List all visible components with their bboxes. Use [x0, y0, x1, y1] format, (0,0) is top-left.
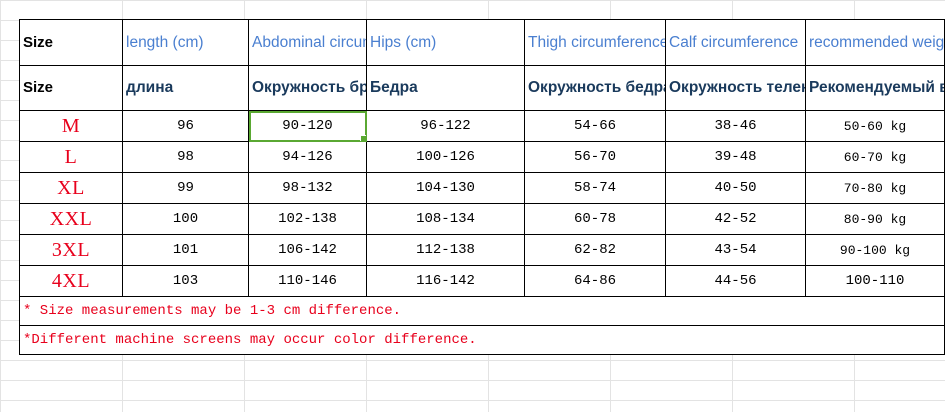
- weight-cell[interactable]: 70-80 kg: [805, 172, 945, 204]
- weight-cell[interactable]: 100-110: [805, 265, 945, 297]
- header-ru-abdominal[interactable]: Окружность брюшной поло: [248, 65, 367, 111]
- size-cell[interactable]: 3XL: [19, 234, 123, 266]
- header-weight[interactable]: recommended weight (kg): [805, 19, 945, 66]
- hips-cell[interactable]: 96-122: [366, 110, 525, 142]
- weight-cell[interactable]: 50-60 kg: [805, 110, 945, 142]
- note-row: * Size measurements may be 1-3 cm differ…: [19, 296, 945, 326]
- header-calf[interactable]: Calf circumference: [665, 19, 806, 66]
- header-thigh[interactable]: Thigh circumference: [524, 19, 666, 66]
- hips-cell[interactable]: 108-134: [366, 203, 525, 235]
- thigh-cell[interactable]: 54-66: [524, 110, 666, 142]
- calf-cell[interactable]: 39-48: [665, 141, 806, 173]
- note-row: *Different machine screens may occur col…: [19, 325, 945, 355]
- calf-cell[interactable]: 38-46: [665, 110, 806, 142]
- calf-cell[interactable]: 43-54: [665, 234, 806, 266]
- hips-cell[interactable]: 100-126: [366, 141, 525, 173]
- size-chart-table: Size length (cm) Abdominal circumference…: [19, 19, 945, 355]
- abdominal-cell[interactable]: 102-138: [248, 203, 367, 235]
- header-ru-weight[interactable]: Рекомендуемый вес（kg): [805, 65, 945, 111]
- size-cell[interactable]: L: [19, 141, 123, 173]
- calf-cell[interactable]: 42-52: [665, 203, 806, 235]
- thigh-cell[interactable]: 64-86: [524, 265, 666, 297]
- weight-cell[interactable]: 80-90 kg: [805, 203, 945, 235]
- header-hips[interactable]: Hips (cm): [366, 19, 525, 66]
- header-row-english: Size length (cm) Abdominal circumference…: [19, 19, 945, 66]
- table-row: 4XL 103 110-146 116-142 64-86 44-56 100-…: [19, 265, 945, 297]
- thigh-cell[interactable]: 60-78: [524, 203, 666, 235]
- hips-cell[interactable]: 116-142: [366, 265, 525, 297]
- calf-cell[interactable]: 44-56: [665, 265, 806, 297]
- header-size[interactable]: Size: [19, 19, 123, 66]
- header-length[interactable]: length (cm): [122, 19, 249, 66]
- weight-cell[interactable]: 90-100 kg: [805, 234, 945, 266]
- thigh-cell[interactable]: 58-74: [524, 172, 666, 204]
- size-cell[interactable]: 4XL: [19, 265, 123, 297]
- abdominal-cell[interactable]: 94-126: [248, 141, 367, 173]
- thigh-cell[interactable]: 56-70: [524, 141, 666, 173]
- table-row: L 98 94-126 100-126 56-70 39-48 60-70 kg: [19, 141, 945, 173]
- hips-cell[interactable]: 104-130: [366, 172, 525, 204]
- fill-handle[interactable]: [360, 135, 366, 141]
- abdominal-cell[interactable]: 98-132: [248, 172, 367, 204]
- length-cell[interactable]: 103: [122, 265, 249, 297]
- thigh-cell[interactable]: 62-82: [524, 234, 666, 266]
- size-cell[interactable]: XL: [19, 172, 123, 204]
- abdominal-cell[interactable]: 106-142: [248, 234, 367, 266]
- header-ru-size[interactable]: Size: [19, 65, 123, 111]
- length-cell[interactable]: 100: [122, 203, 249, 235]
- header-ru-hips[interactable]: Бедра: [366, 65, 525, 111]
- hips-cell[interactable]: 112-138: [366, 234, 525, 266]
- size-cell[interactable]: XXL: [19, 203, 123, 235]
- weight-cell[interactable]: 60-70 kg: [805, 141, 945, 173]
- header-ru-thigh[interactable]: Окружность бедра: [524, 65, 666, 111]
- note-color[interactable]: *Different machine screens may occur col…: [19, 325, 945, 355]
- note-measurement[interactable]: * Size measurements may be 1-3 cm differ…: [19, 296, 945, 326]
- header-abdominal[interactable]: Abdominal circumference: [248, 19, 367, 66]
- length-cell[interactable]: 99: [122, 172, 249, 204]
- header-row-russian: Size длина Окружность брюшной поло Бедра…: [19, 65, 945, 111]
- table-row: XL 99 98-132 104-130 58-74 40-50 70-80 k…: [19, 172, 945, 204]
- header-ru-calf[interactable]: Окружность теленка: [665, 65, 806, 111]
- size-cell[interactable]: M: [19, 110, 123, 142]
- length-cell[interactable]: 101: [122, 234, 249, 266]
- abdominal-value: 90-120: [282, 118, 333, 134]
- calf-cell[interactable]: 40-50: [665, 172, 806, 204]
- table-row: XXL 100 102-138 108-134 60-78 42-52 80-9…: [19, 203, 945, 235]
- length-cell[interactable]: 96: [122, 110, 249, 142]
- abdominal-cell[interactable]: 110-146: [248, 265, 367, 297]
- table-row: M 96 90-120 96-122 54-66 38-46 50-60 kg: [19, 110, 945, 142]
- abdominal-cell-selected[interactable]: 90-120: [248, 110, 367, 142]
- length-cell[interactable]: 98: [122, 141, 249, 173]
- table-row: 3XL 101 106-142 112-138 62-82 43-54 90-1…: [19, 234, 945, 266]
- header-ru-length[interactable]: длина: [122, 65, 249, 111]
